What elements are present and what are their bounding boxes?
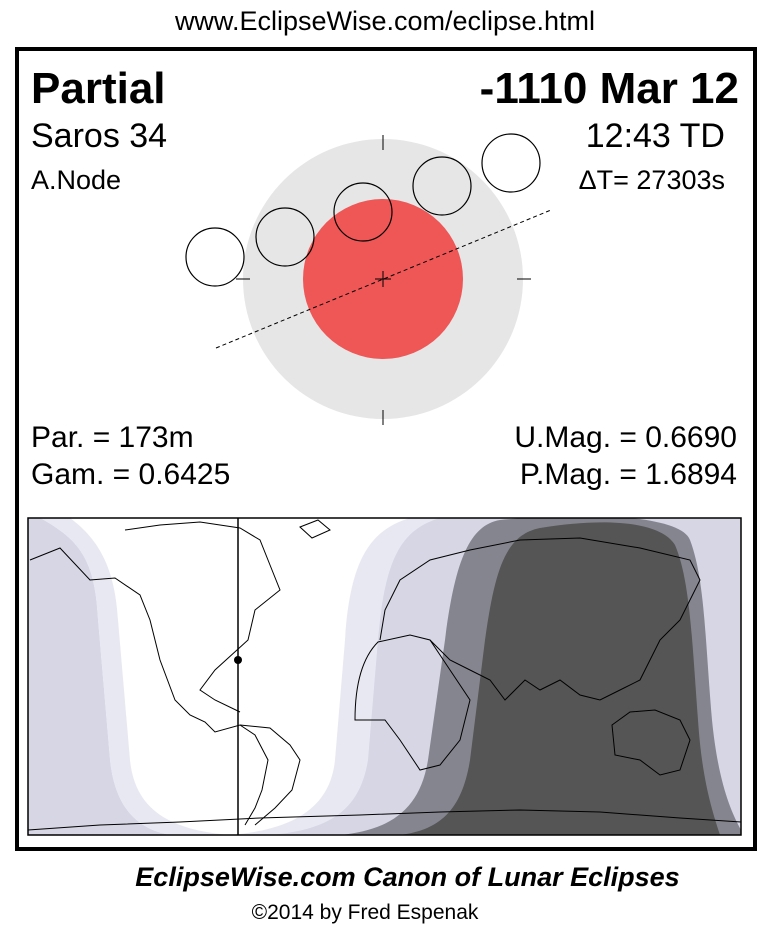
coast-north-america — [124, 521, 281, 713]
coast-south-america — [239, 724, 301, 826]
partial-duration: Par. = 173m — [31, 421, 194, 454]
penumbral-magnitude: P.Mag. = 1.6894 — [519, 458, 737, 491]
umbral-magnitude: U.Mag. = 0.6690 — [514, 421, 737, 454]
moon-position-p1 — [185, 227, 245, 287]
footer-title: EclipseWise.com Canon of Lunar Eclipses — [135, 862, 680, 892]
moon-positions — [185, 133, 541, 287]
axis-ticks — [236, 135, 531, 425]
coast-americas-west — [29, 547, 269, 826]
greatest-eclipse-point — [234, 656, 242, 664]
map-border — [27, 517, 742, 836]
moon-position-u1 — [255, 207, 315, 267]
eclipse-type: Partial — [31, 64, 166, 113]
moon-position-greatest — [333, 182, 393, 242]
moon-position-u4 — [412, 156, 472, 216]
eclipse-date: -1110 Mar 12 — [479, 64, 739, 113]
coastlines — [28, 519, 741, 831]
map-total-zone — [400, 522, 720, 835]
saros-number: Saros 34 — [31, 117, 168, 155]
moon-position-p4 — [481, 133, 541, 193]
gamma: Gam. = 0.6425 — [31, 458, 231, 491]
coast-australia — [611, 709, 691, 776]
coast-africa — [354, 634, 471, 771]
eclipse-time: 12:43 TD — [585, 117, 725, 155]
delta-t: ΔT= 27303s — [578, 165, 725, 195]
source-url: www.EclipseWise.com/eclipse.html — [174, 6, 596, 36]
coast-eurasia — [379, 537, 701, 701]
moon-path-line — [215, 209, 552, 349]
eclipse-figure-frame — [15, 47, 757, 851]
coast-antarctica — [28, 809, 741, 831]
footer-copyright: ©2014 by Fred Espenak — [251, 901, 479, 924]
node-label: A.Node — [31, 165, 122, 195]
coast-greenland — [299, 519, 331, 539]
